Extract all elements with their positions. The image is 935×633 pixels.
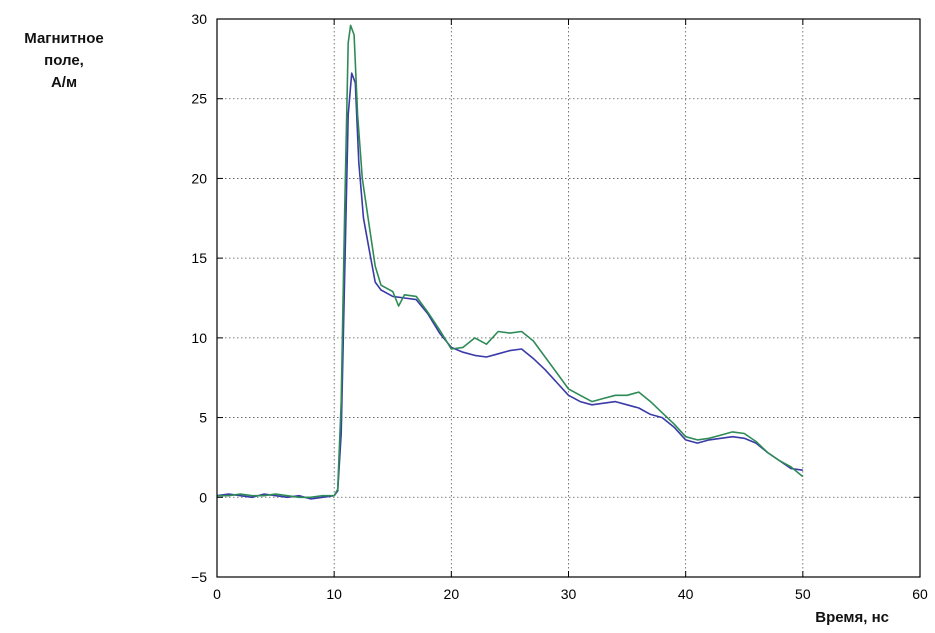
y-axis-ticks: −5 0 5 10 15 20 25 30 (191, 11, 920, 585)
y-axis-label: Магнитное поле, А/м (0, 28, 128, 94)
x-tick-label: 40 (678, 586, 694, 602)
x-tick-label: 50 (795, 586, 811, 602)
x-axis-label: Время, нс (815, 609, 889, 626)
y-tick-label: 20 (191, 170, 207, 186)
plot-frame (216, 18, 921, 578)
x-axis-ticks: 0 10 20 30 40 50 60 (213, 19, 928, 602)
y-tick-label: 25 (191, 91, 207, 107)
x-tick-label: 20 (444, 586, 460, 602)
y-tick-label: 0 (199, 489, 207, 505)
y-axis-label-line: А/м (50, 74, 78, 91)
series-group (216, 24, 804, 500)
y-axis-label-line: поле, (44, 52, 84, 69)
y-tick-label: 10 (191, 330, 207, 346)
series-line-1 (216, 72, 803, 500)
y-tick-label: 30 (191, 11, 207, 27)
grid (217, 19, 920, 577)
x-tick-label: 30 (561, 586, 577, 602)
y-tick-label: 15 (191, 250, 207, 266)
y-tick-label: −5 (191, 569, 207, 585)
y-axis-label-line: Магнитное (24, 30, 104, 47)
y-tick-label: 5 (199, 410, 207, 426)
series-line-2 (217, 24, 804, 499)
x-tick-label: 60 (912, 586, 928, 602)
x-tick-label: 10 (326, 586, 342, 602)
x-tick-label: 0 (213, 586, 221, 602)
